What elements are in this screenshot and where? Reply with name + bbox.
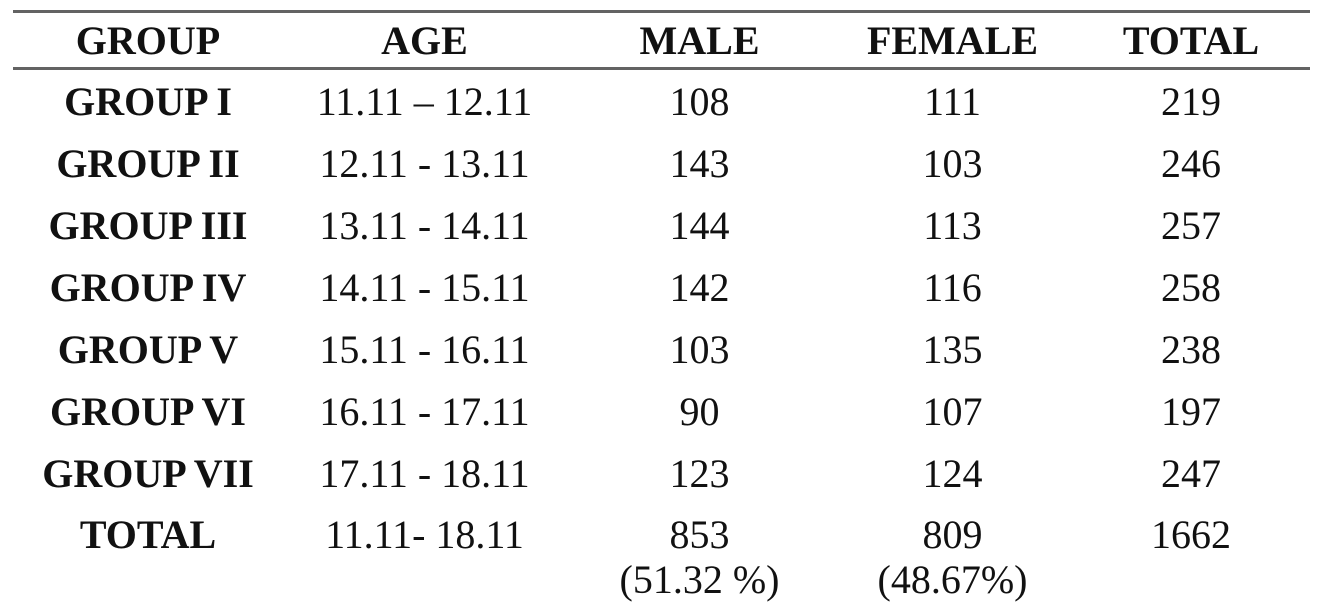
table-row: GROUP VII 17.11 - 18.11 123 124 247 <box>13 442 1310 504</box>
male-cell: 123 <box>669 450 730 496</box>
header-row: GROUP AGE MALE FEMALE TOTAL <box>13 11 1310 70</box>
group-cell: TOTAL <box>13 504 283 604</box>
age-cell: 16.11 - 17.11 <box>319 388 530 434</box>
male-total-value: 853 <box>669 512 730 557</box>
group-cell: GROUP II <box>56 140 240 186</box>
grand-total-value: 1662 <box>1151 512 1231 557</box>
age-cell: 14.11 - 15.11 <box>319 264 530 310</box>
age-cell: 12.11 - 13.11 <box>319 140 530 186</box>
total-cell: 238 <box>1161 326 1221 372</box>
male-cell: 144 <box>669 202 730 248</box>
female-cell: 111 <box>923 78 982 124</box>
column-header-age: AGE <box>283 11 566 70</box>
male-cell: 103 <box>669 326 730 372</box>
group-cell: GROUP VII <box>42 450 254 496</box>
female-cell: 103 <box>922 140 983 186</box>
age-cell: 13.11 - 14.11 <box>319 202 530 248</box>
female-cell: 809 (48.67%) <box>833 504 1072 604</box>
table-total-row: TOTAL 11.11- 18.11 853 (51.32 %) 809 (48… <box>13 504 1310 604</box>
table-row: GROUP II 12.11 - 13.11 143 103 246 <box>13 132 1310 194</box>
female-total-percentage: (48.67%) <box>877 557 1028 602</box>
total-label: TOTAL <box>79 512 217 557</box>
table-row: GROUP IV 14.11 - 15.11 142 116 258 <box>13 256 1310 318</box>
female-cell: 116 <box>923 264 982 310</box>
table-row: GROUP VI 16.11 - 17.11 90 107 197 <box>13 380 1310 442</box>
total-cell: 1662 <box>1072 504 1310 604</box>
age-cell: 17.11 - 18.11 <box>319 450 530 496</box>
total-cell: 219 <box>1161 78 1221 124</box>
demographics-table-container: GROUP AGE MALE FEMALE TOTAL GROUP I 11.1… <box>13 10 1310 604</box>
group-cell: GROUP III <box>48 202 248 248</box>
group-cell: GROUP VI <box>50 388 246 434</box>
total-age-range: 11.11- 18.11 <box>325 512 524 557</box>
male-total-percentage: (51.32 %) <box>619 557 780 602</box>
table-row: GROUP V 15.11 - 16.11 103 135 238 <box>13 318 1310 380</box>
male-cell: 142 <box>669 264 730 310</box>
age-cell: 15.11 - 16.11 <box>319 326 530 372</box>
column-header-group: GROUP <box>13 11 283 70</box>
column-header-female: FEMALE <box>833 11 1072 70</box>
group-cell: GROUP I <box>64 78 232 124</box>
column-header-male: MALE <box>566 11 833 70</box>
group-cell: GROUP V <box>57 326 239 372</box>
demographics-table: GROUP AGE MALE FEMALE TOTAL GROUP I 11.1… <box>13 10 1310 604</box>
age-cell: 11.11- 18.11 <box>283 504 566 604</box>
female-cell: 135 <box>922 326 983 372</box>
male-cell: 90 <box>679 388 720 434</box>
total-cell: 246 <box>1161 140 1221 186</box>
total-cell: 257 <box>1161 202 1221 248</box>
male-cell: 143 <box>669 140 730 186</box>
table-row: GROUP III 13.11 - 14.11 144 113 257 <box>13 194 1310 256</box>
total-cell: 258 <box>1161 264 1221 310</box>
age-cell: 11.11 – 12.11 <box>316 78 533 124</box>
male-cell: 108 <box>669 78 730 124</box>
table-row: GROUP I 11.11 – 12.11 108 111 219 <box>13 69 1310 133</box>
female-cell: 113 <box>923 202 982 248</box>
female-cell: 124 <box>922 450 983 496</box>
male-cell: 853 (51.32 %) <box>566 504 833 604</box>
column-header-total: TOTAL <box>1072 11 1310 70</box>
total-cell: 197 <box>1161 388 1221 434</box>
female-total-value: 809 <box>922 512 983 557</box>
female-cell: 107 <box>922 388 983 434</box>
total-cell: 247 <box>1161 450 1221 496</box>
group-cell: GROUP IV <box>49 264 247 310</box>
